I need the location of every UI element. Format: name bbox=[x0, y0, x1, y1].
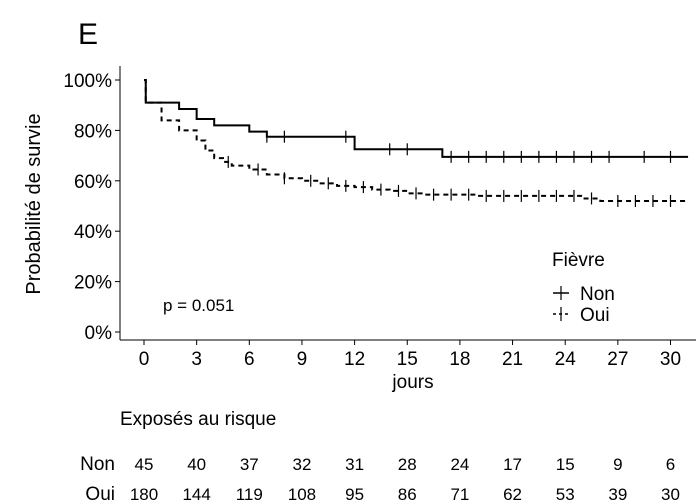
plot-area: 0% 20% 40% 60% 80% 100% 0 3 6 9 12 15 18 21 24 27 30 bbox=[63, 66, 696, 370]
x-tick-label: 15 bbox=[397, 349, 418, 370]
p-value-label: p = 0.051 bbox=[163, 296, 234, 315]
risk-cell: 30 bbox=[661, 485, 680, 504]
x-tick-label: 3 bbox=[191, 349, 202, 370]
y-tick-label: 20% bbox=[74, 273, 112, 294]
risk-table: Non 45 40 37 32 31 28 24 17 15 9 6 Oui 180 144 119 108 95… bbox=[80, 454, 680, 504]
legend-item-oui: Oui bbox=[553, 305, 610, 326]
x-tick-label: 12 bbox=[344, 349, 365, 370]
y-tick-label: 80% bbox=[74, 121, 112, 142]
risk-cell: 32 bbox=[292, 455, 311, 474]
y-tick-label: 0% bbox=[85, 323, 113, 344]
x-tick-label: 9 bbox=[297, 349, 308, 370]
risk-cell: 37 bbox=[240, 455, 259, 474]
risk-cell: 108 bbox=[288, 485, 316, 504]
risk-cell: 15 bbox=[556, 455, 575, 474]
x-tick-label: 0 bbox=[139, 349, 150, 370]
y-tick-label: 60% bbox=[74, 172, 112, 193]
risk-row-label: Non bbox=[80, 454, 115, 475]
panel-label: E bbox=[78, 18, 98, 51]
risk-table-title: Exposés au risque bbox=[120, 409, 276, 430]
x-axis-label: jours bbox=[391, 372, 433, 393]
risk-cell: 53 bbox=[556, 485, 575, 504]
legend-item-non: Non bbox=[553, 284, 615, 305]
risk-cell: 95 bbox=[345, 485, 364, 504]
y-tick-label: 100% bbox=[63, 71, 112, 92]
risk-cell: 9 bbox=[613, 455, 622, 474]
survival-curve-oui bbox=[144, 79, 689, 202]
y-tick-label: 40% bbox=[74, 222, 112, 243]
risk-cell: 17 bbox=[503, 455, 522, 474]
survival-curve-non bbox=[144, 79, 689, 158]
risk-cell: 144 bbox=[182, 485, 210, 504]
risk-cell: 71 bbox=[450, 485, 469, 504]
risk-cell: 31 bbox=[345, 455, 364, 474]
x-tick-label: 6 bbox=[244, 349, 255, 370]
x-tick-label: 27 bbox=[607, 349, 628, 370]
risk-cell: 119 bbox=[236, 485, 263, 504]
risk-row-label: Oui bbox=[85, 484, 115, 504]
risk-cell: 40 bbox=[187, 455, 206, 474]
risk-cell: 45 bbox=[135, 455, 154, 474]
risk-cell: 6 bbox=[666, 455, 675, 474]
x-tick-label: 18 bbox=[449, 349, 470, 370]
y-axis-label: Probabilité de survie bbox=[23, 113, 45, 294]
x-tick-label: 24 bbox=[555, 349, 577, 370]
risk-cell: 24 bbox=[450, 455, 469, 474]
risk-cell: 62 bbox=[503, 485, 522, 504]
x-tick-label: 21 bbox=[502, 349, 523, 370]
legend-label: Non bbox=[580, 284, 615, 305]
risk-cell: 180 bbox=[130, 485, 158, 504]
risk-cell: 86 bbox=[398, 485, 417, 504]
legend-title: Fièvre bbox=[552, 250, 605, 271]
risk-cell: 28 bbox=[398, 455, 417, 474]
risk-cell: 39 bbox=[608, 485, 627, 504]
x-tick-label: 30 bbox=[660, 349, 681, 370]
legend-label: Oui bbox=[580, 305, 610, 326]
